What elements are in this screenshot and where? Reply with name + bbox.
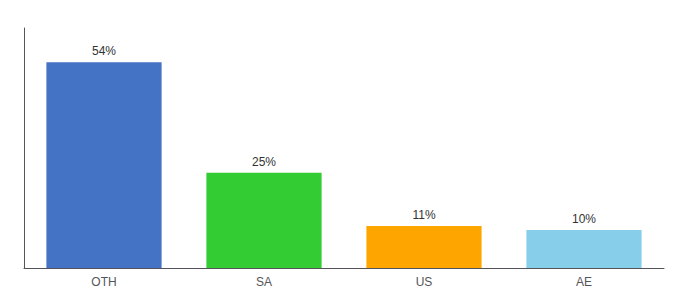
svg-text:11%: 11%	[412, 208, 435, 222]
svg-text:54%: 54%	[92, 44, 116, 58]
svg-text:OTH: OTH	[91, 275, 116, 289]
svg-text:SA: SA	[256, 275, 272, 289]
svg-text:US: US	[416, 275, 433, 289]
svg-text:AE: AE	[576, 275, 592, 289]
svg-text:25%: 25%	[252, 155, 276, 169]
svg-text:10%: 10%	[572, 212, 596, 226]
